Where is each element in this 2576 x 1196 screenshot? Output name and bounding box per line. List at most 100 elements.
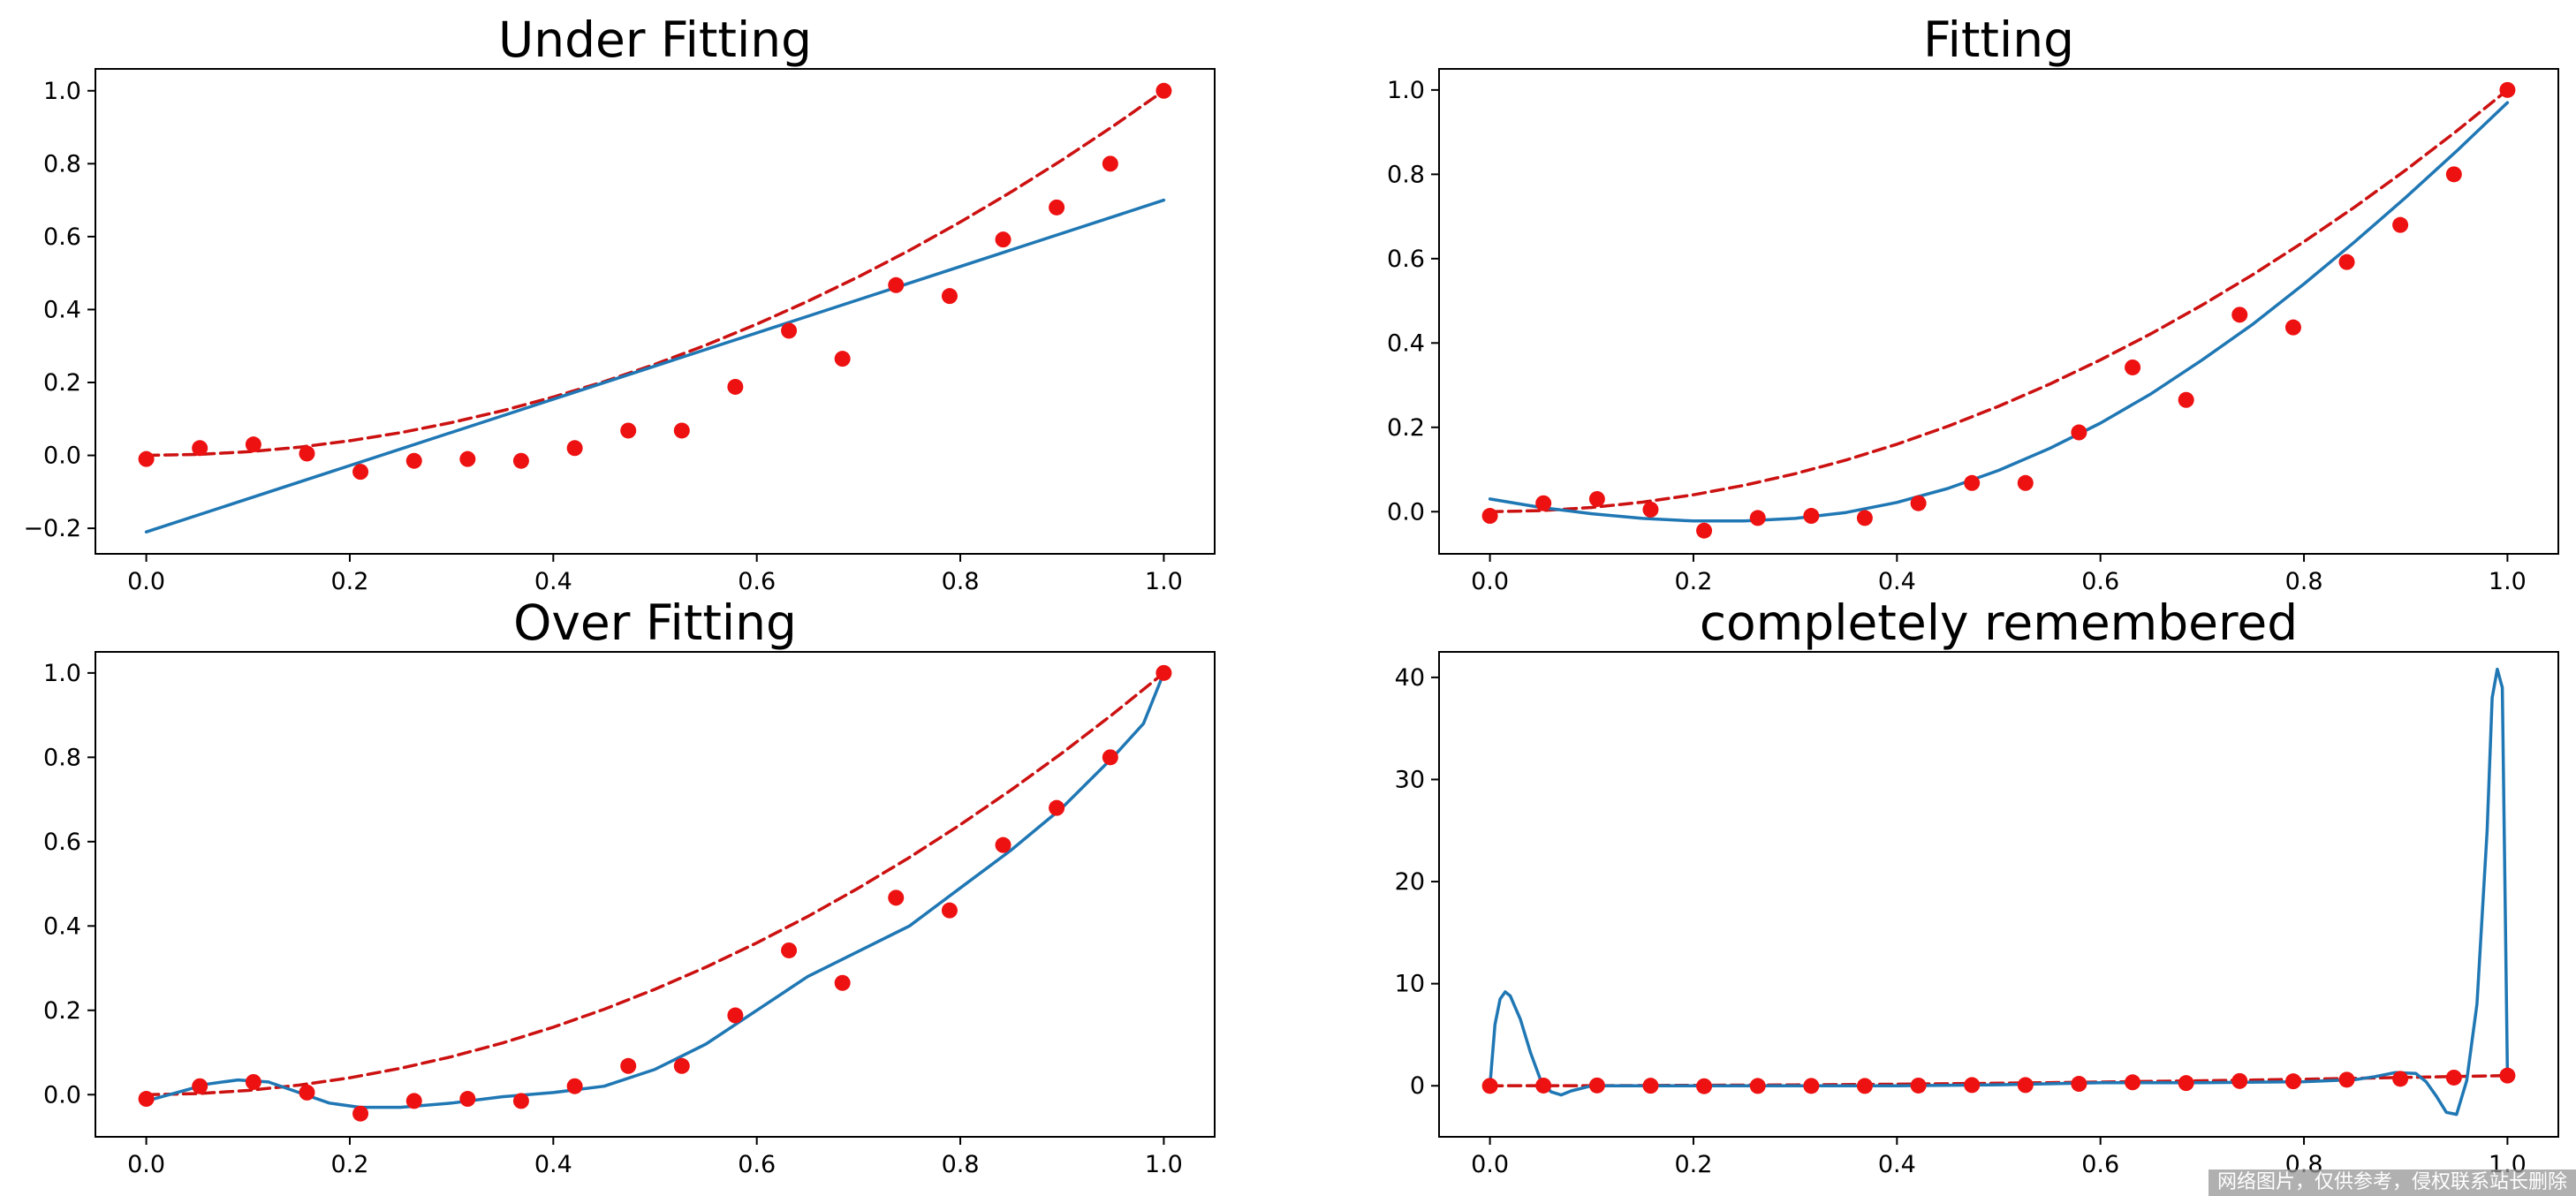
chart-title: Over Fitting — [513, 594, 797, 651]
y-tick-label: 0.4 — [43, 912, 81, 940]
data-point — [1803, 1078, 1820, 1094]
x-tick-label: 0.2 — [1674, 1151, 1712, 1178]
fitted-curve-line — [1488, 101, 2510, 523]
data-point — [941, 902, 958, 919]
x-tick-label: 1.0 — [2489, 568, 2527, 595]
data-point — [1049, 799, 1065, 816]
x-tick-label: 0.0 — [1471, 568, 1509, 595]
fitted-curve-line — [144, 198, 1166, 534]
data-point — [1535, 495, 1552, 511]
y-tick-label: 0.6 — [43, 223, 81, 251]
chart-title: Fitting — [1923, 11, 2074, 68]
fitted-curve-line — [1488, 667, 2510, 1117]
plot-area — [1481, 81, 2516, 539]
data-point — [2071, 424, 2087, 441]
true-curve-line — [1488, 88, 2510, 514]
watermark: 网络图片，仅供参考，侵权联系站长删除 — [2208, 1170, 2576, 1196]
y-tick-label: 0.8 — [43, 150, 81, 178]
data-point — [2284, 1073, 2301, 1090]
x-tick-label: 0.6 — [738, 568, 776, 595]
data-point — [1749, 1078, 1766, 1094]
data-point — [1102, 749, 1118, 766]
data-point — [2392, 216, 2409, 233]
data-point — [2284, 319, 2301, 336]
data-point — [459, 1091, 476, 1108]
y-tick-label: 0.6 — [43, 829, 81, 856]
data-point — [352, 464, 369, 481]
data-point — [1049, 199, 1065, 216]
data-point — [405, 1093, 422, 1109]
x-tick-label: 0.0 — [127, 1151, 165, 1178]
y-tick-label: 0.8 — [1387, 161, 1425, 188]
data-point — [2125, 359, 2141, 375]
y-tick-label: 0 — [1410, 1072, 1425, 1100]
x-tick-label: 0.6 — [2081, 568, 2119, 595]
chart-title: completely remembered — [1700, 594, 2298, 651]
data-point — [138, 450, 155, 467]
fitted-curve-line — [144, 671, 1166, 1109]
y-tick-label: 10 — [1395, 971, 1425, 998]
axes-frame — [1438, 651, 2559, 1138]
data-point — [2499, 81, 2516, 98]
y-tick-label: 0.2 — [43, 369, 81, 397]
data-point — [1964, 474, 1981, 491]
data-point — [299, 445, 315, 462]
data-point — [2178, 391, 2194, 408]
data-point — [2392, 1071, 2409, 1087]
x-tick-label: 0.6 — [2081, 1151, 2119, 1178]
y-tick-label: 1.0 — [43, 78, 81, 105]
data-point — [620, 422, 637, 439]
data-point — [673, 422, 690, 439]
data-point — [781, 942, 798, 958]
data-point — [1642, 501, 1659, 518]
x-tick-label: 0.4 — [534, 568, 572, 595]
data-point — [2445, 1069, 2462, 1086]
data-point — [2338, 254, 2355, 270]
y-tick-label: 0.0 — [1387, 498, 1425, 526]
x-tick-label: 0.2 — [1674, 568, 1712, 595]
data-point — [673, 1057, 690, 1074]
data-point — [299, 1084, 315, 1101]
data-point — [405, 452, 422, 469]
x-tick-label: 0.8 — [942, 1151, 980, 1178]
data-point — [1642, 1078, 1659, 1094]
data-point — [352, 1105, 369, 1122]
data-point — [512, 452, 529, 469]
data-point — [888, 889, 905, 906]
subplot-over-fitting: Over Fitting 0.0 0.2 0.4 0.6 0.8 1.0 0.0 0.2 0.4 0… — [43, 594, 1216, 1178]
x-tick-label: 0.6 — [738, 1151, 776, 1178]
data-point — [512, 1093, 529, 1109]
data-point — [245, 1073, 261, 1090]
x-tick-label: 0.4 — [1878, 1151, 1916, 1178]
axes-frame — [95, 651, 1216, 1138]
x-tick-label: 0.8 — [2285, 568, 2323, 595]
data-point — [834, 974, 851, 991]
data-point — [834, 351, 851, 367]
y-tick-label: 1.0 — [43, 660, 81, 687]
y-tick-label: 0.4 — [43, 296, 81, 323]
data-point — [138, 1091, 155, 1108]
data-point — [192, 440, 208, 457]
data-point — [727, 1007, 744, 1024]
chart-title: Under Fitting — [498, 11, 812, 68]
y-tick-label: 30 — [1395, 766, 1425, 793]
data-point — [727, 378, 744, 395]
y-tick-label: 0.8 — [43, 744, 81, 771]
data-point — [2338, 1071, 2355, 1088]
data-point — [1856, 510, 1873, 526]
data-point — [192, 1078, 208, 1094]
data-point — [1481, 1078, 1498, 1094]
x-tick-label: 1.0 — [1145, 1151, 1183, 1178]
data-point — [2017, 474, 2034, 491]
data-point — [620, 1057, 637, 1074]
data-point — [1155, 664, 1172, 681]
data-point — [566, 1078, 583, 1094]
data-point — [2231, 307, 2248, 323]
data-point — [1803, 508, 1820, 525]
x-tick-label: 0.2 — [330, 568, 368, 595]
data-point — [1588, 490, 1605, 507]
x-tick-label: 0.8 — [942, 568, 980, 595]
data-point — [995, 836, 1011, 853]
data-point — [2071, 1076, 2087, 1093]
y-tick-label: 40 — [1395, 664, 1425, 692]
